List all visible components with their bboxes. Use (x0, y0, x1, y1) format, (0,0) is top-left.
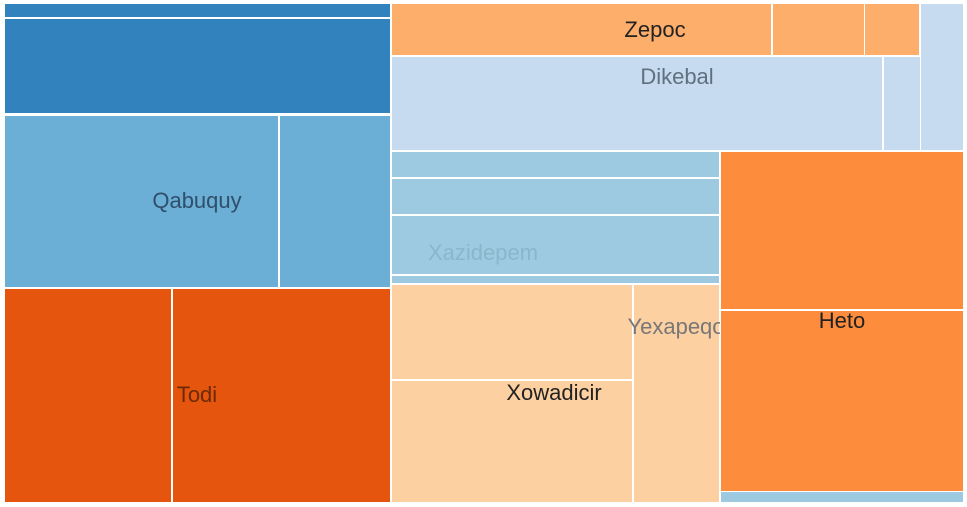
treemap-tile[interactable] (391, 275, 720, 284)
treemap-tile[interactable] (391, 214, 720, 276)
treemap-tile[interactable] (4, 18, 391, 114)
treemap-tile[interactable] (391, 284, 633, 380)
treemap-tile[interactable] (391, 177, 720, 215)
treemap-tile[interactable] (720, 491, 964, 503)
treemap-tile[interactable] (391, 3, 773, 56)
treemap-tile[interactable] (4, 288, 173, 503)
treemap-tile[interactable] (633, 284, 720, 503)
treemap-tile[interactable] (4, 3, 391, 18)
treemap-tile[interactable] (391, 379, 633, 503)
treemap-tile[interactable] (720, 151, 964, 311)
treemap-tile[interactable] (4, 115, 280, 288)
treemap-tile[interactable] (391, 56, 884, 151)
treemap-tile[interactable] (279, 115, 391, 288)
treemap-tile[interactable] (172, 288, 391, 503)
treemap-tile[interactable] (920, 3, 964, 151)
treemap-tile[interactable] (864, 3, 920, 56)
treemap-tile[interactable] (391, 151, 720, 178)
treemap-tile[interactable] (720, 310, 964, 503)
